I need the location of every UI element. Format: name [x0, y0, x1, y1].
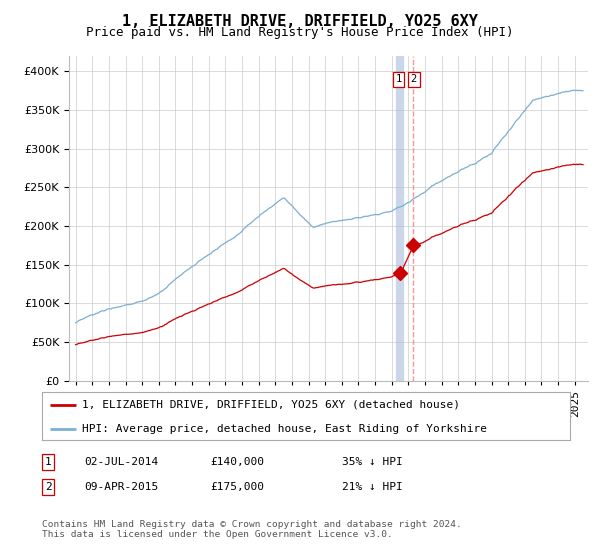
- Text: 1: 1: [44, 457, 52, 467]
- Text: 1, ELIZABETH DRIVE, DRIFFIELD, YO25 6XY (detached house): 1, ELIZABETH DRIVE, DRIFFIELD, YO25 6XY …: [82, 400, 460, 410]
- Text: £175,000: £175,000: [210, 482, 264, 492]
- Text: £140,000: £140,000: [210, 457, 264, 467]
- Text: 02-JUL-2014: 02-JUL-2014: [84, 457, 158, 467]
- Text: 09-APR-2015: 09-APR-2015: [84, 482, 158, 492]
- Text: 2: 2: [44, 482, 52, 492]
- Text: Contains HM Land Registry data © Crown copyright and database right 2024.
This d: Contains HM Land Registry data © Crown c…: [42, 520, 462, 539]
- Text: HPI: Average price, detached house, East Riding of Yorkshire: HPI: Average price, detached house, East…: [82, 424, 487, 433]
- Text: 2: 2: [411, 74, 417, 84]
- Text: 1: 1: [395, 74, 402, 84]
- Text: Price paid vs. HM Land Registry's House Price Index (HPI): Price paid vs. HM Land Registry's House …: [86, 26, 514, 39]
- Text: 21% ↓ HPI: 21% ↓ HPI: [342, 482, 403, 492]
- Text: 35% ↓ HPI: 35% ↓ HPI: [342, 457, 403, 467]
- Text: 1, ELIZABETH DRIVE, DRIFFIELD, YO25 6XY: 1, ELIZABETH DRIVE, DRIFFIELD, YO25 6XY: [122, 14, 478, 29]
